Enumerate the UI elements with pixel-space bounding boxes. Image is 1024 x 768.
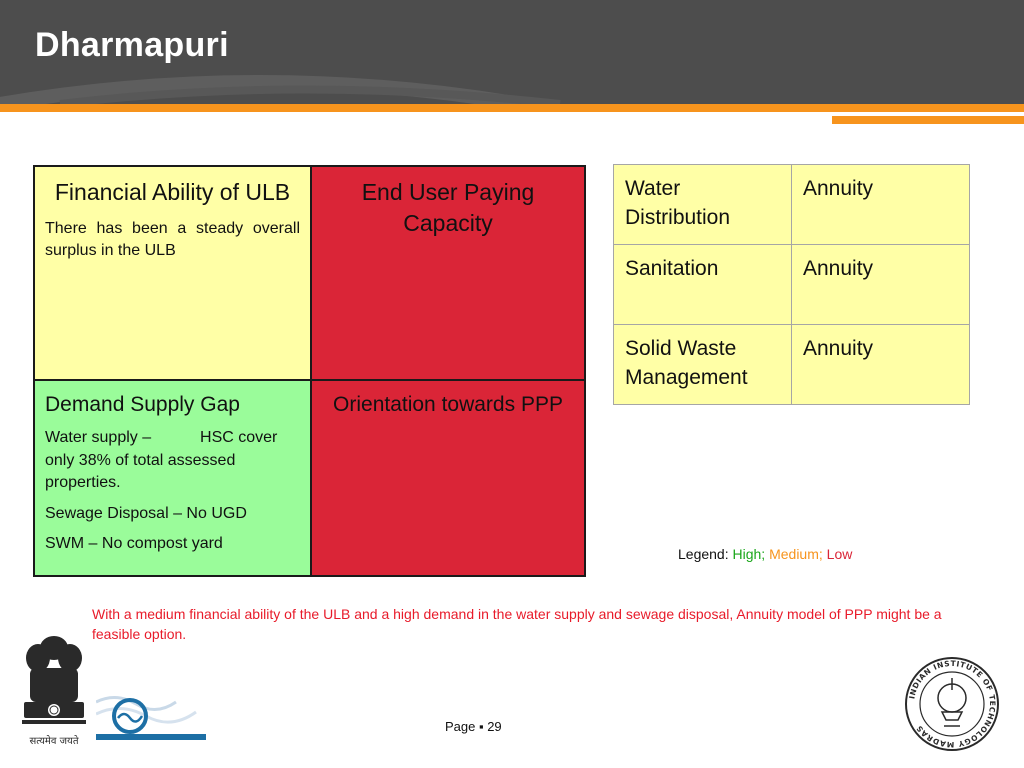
demand-supply-gap-text: Water supply – HSC cover only 38% of tot… — [45, 427, 300, 555]
sewage-disposal-line: Sewage Disposal – No UGD — [45, 504, 247, 522]
table-row: Solid Waste Management Annuity — [613, 324, 970, 405]
header-accent-bar-secondary — [832, 116, 1024, 124]
sector-cell: Sanitation — [613, 244, 792, 325]
assessment-matrix: Financial Ability of ULB There has been … — [33, 165, 586, 577]
model-cell: Annuity — [791, 324, 970, 405]
ppp-orientation-cell: Orientation towards PPP — [312, 381, 584, 575]
demand-supply-gap-heading: Demand Supply Gap — [45, 393, 240, 416]
legend-label: Legend: — [678, 546, 729, 562]
legend-medium: Medium; — [769, 546, 823, 562]
header-accent-bar — [0, 104, 1024, 112]
sector-cell: Water Distribution — [613, 164, 792, 245]
demand-supply-gap-cell: Demand Supply Gap Water supply – HSC cov… — [35, 381, 312, 575]
model-cell: Annuity — [791, 244, 970, 325]
page-title: Dharmapuri — [35, 26, 229, 64]
table-row: Water Distribution Annuity — [613, 164, 970, 245]
table-row: Sanitation Annuity — [613, 244, 970, 325]
legend-low: Low — [826, 546, 853, 562]
conclusion-text: With a medium financial ability of the U… — [92, 606, 942, 643]
legend-high: High; — [732, 546, 766, 562]
swm-line: SWM – No compost yard — [45, 534, 223, 552]
national-emblem-icon: सत्यमेव जयते — [22, 636, 86, 747]
sector-cell: Solid Waste Management — [613, 324, 792, 405]
water-supply-line: Water supply – HSC cover only 38% of tot… — [45, 429, 282, 492]
emblem-caption: सत्यमेव जयते — [29, 735, 78, 747]
legend: Legend: High; Medium; Low — [678, 546, 852, 562]
page-number: Page ▪ 29 — [445, 719, 502, 734]
financial-ability-text: There has been a steady overall surplus … — [45, 220, 300, 260]
financial-ability-heading: Financial Ability of ULB — [54, 179, 291, 205]
paying-capacity-heading: End User Paying Capacity — [361, 179, 535, 237]
ppp-model-table: Water Distribution Annuity Sanitation An… — [613, 164, 970, 405]
iit-madras-logo-icon: INDIAN INSTITUTE OF TECHNOLOGY MADRAS — [905, 657, 999, 751]
header-swoosh-decoration — [0, 75, 561, 104]
financial-ability-cell: Financial Ability of ULB There has been … — [35, 167, 312, 381]
wave-logo-icon — [96, 692, 206, 744]
paying-capacity-cell: End User Paying Capacity — [312, 167, 584, 381]
slide-header: Dharmapuri — [0, 0, 1024, 104]
ppp-orientation-heading: Orientation towards PPP — [333, 393, 563, 416]
model-cell: Annuity — [791, 164, 970, 245]
